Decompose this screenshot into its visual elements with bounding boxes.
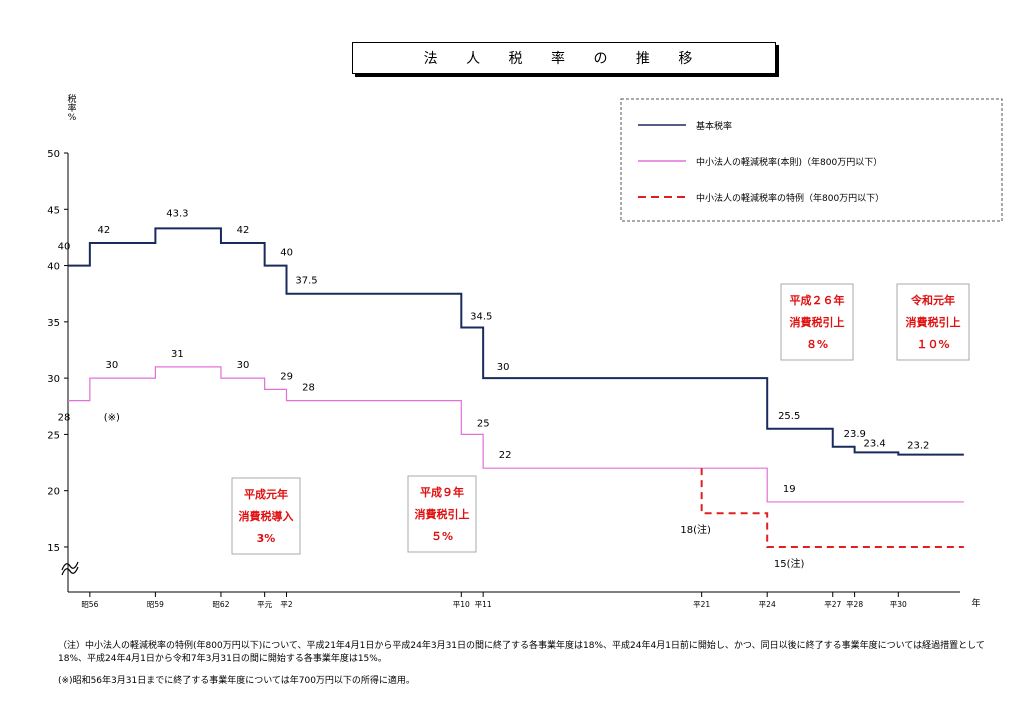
data-label: 25: [477, 418, 490, 429]
x-tick-label: 平元: [257, 600, 272, 609]
data-label: 19: [783, 484, 796, 495]
x-tick-label: 平2: [280, 600, 292, 609]
legend-label: 中小法人の軽減税率(本則)（年800万円以下）: [696, 156, 882, 168]
y-tick-label: 40: [47, 262, 60, 273]
data-label: 25.5: [778, 411, 800, 422]
x-tick-label: 平21: [693, 600, 710, 609]
x-tick-label: 昭56: [81, 600, 98, 609]
data-label: 23.9: [844, 429, 866, 440]
data-label: 40: [280, 248, 293, 259]
data-label: 23.2: [907, 441, 929, 452]
data-label: (※): [104, 413, 120, 424]
legend-box: [620, 98, 1003, 222]
y-tick-label: 45: [47, 205, 60, 216]
data-label: 29: [280, 371, 293, 382]
annotation-text: 平成９年: [420, 485, 464, 499]
annotation-box: [896, 283, 970, 361]
x-tick-label: 平11: [475, 600, 492, 609]
y-tick-label: 25: [47, 430, 60, 441]
data-label: 37.5: [295, 276, 317, 287]
annotation-text: 消費税導入: [239, 509, 294, 523]
annotation-text: 3%: [257, 532, 276, 545]
data-label: 42: [97, 225, 110, 236]
data-label: 30: [105, 360, 118, 371]
x-tick-label: 平28: [846, 600, 863, 609]
annotation-text: １０%: [916, 338, 949, 351]
annotation-text: 令和元年: [910, 293, 955, 307]
y-axis-label-char: 率: [67, 102, 76, 114]
y-tick-label: 15: [47, 543, 60, 554]
series-line-3: [700, 468, 964, 548]
data-label: 31: [171, 349, 184, 360]
footnote-2: (※)昭和56年3月31日までに終了する事業年度については年700万円以下の所得…: [58, 676, 415, 686]
data-label: 23.4: [863, 438, 885, 449]
annotation-box: [407, 475, 477, 553]
footnote-1-line-2: 18%、平成24年4月1日から令和7年3月31日の間に開始する各事業年度は15%…: [58, 654, 387, 664]
legend-label: 基本税率: [696, 120, 732, 132]
axis-break-mark: [61, 561, 79, 576]
legend-label: 中小法人の軽減税率の特例（年800万円以下）: [696, 192, 884, 204]
y-tick-label: 20: [47, 487, 60, 498]
annotation-text: 消費税引上: [790, 315, 845, 329]
annotation-text: 消費税引上: [415, 507, 470, 521]
data-label: 28: [302, 383, 315, 394]
annotation-text: ５%: [431, 530, 453, 543]
series-line-1: [68, 227, 964, 456]
y-axis-label-char: 税: [67, 93, 76, 105]
data-label: 34.5: [470, 311, 492, 322]
data-label: 43.3: [166, 208, 188, 219]
data-label: 40: [58, 242, 71, 253]
data-label: 30: [237, 360, 250, 371]
annotation-text: 消費税引上: [906, 315, 961, 329]
x-tick-label: 平27: [824, 600, 841, 609]
chart-title: 法 人 税 率 の 推 移: [352, 42, 776, 74]
x-tick-label: 昭59: [147, 600, 164, 609]
annotation-text: 平成元年: [244, 487, 288, 501]
data-label: 30: [497, 362, 510, 373]
data-label: 28: [58, 413, 71, 424]
x-tick-label: 平10: [453, 600, 470, 609]
footnote-1-line-1: （注）中小法人の軽減税率の特例(年800万円以下)について、平成21年4月1日か…: [58, 641, 985, 651]
x-tick-label: 平30: [890, 600, 907, 609]
y-axis-label-char: %: [68, 113, 77, 123]
y-tick-label: 50: [47, 149, 60, 160]
data-label: 15(注): [774, 557, 805, 570]
data-label: 22: [499, 450, 512, 461]
annotation-box: [780, 283, 854, 361]
data-label: 18(注): [680, 523, 711, 536]
series-line-2: [68, 366, 964, 503]
x-tick-label: 昭62: [212, 600, 229, 609]
annotation-text: ８%: [806, 338, 828, 351]
data-label: 42: [237, 225, 250, 236]
x-tick-label: 平24: [759, 600, 776, 609]
annotation-box: [231, 477, 301, 555]
y-tick-label: 30: [47, 374, 60, 385]
x-axis-unit: 年: [971, 597, 980, 609]
y-tick-label: 35: [47, 318, 60, 329]
footnote-1: （注）中小法人の軽減税率の特例(年800万円以下)について、平成21年4月1日か…: [58, 640, 985, 666]
annotation-text: 平成２６年: [790, 293, 845, 307]
